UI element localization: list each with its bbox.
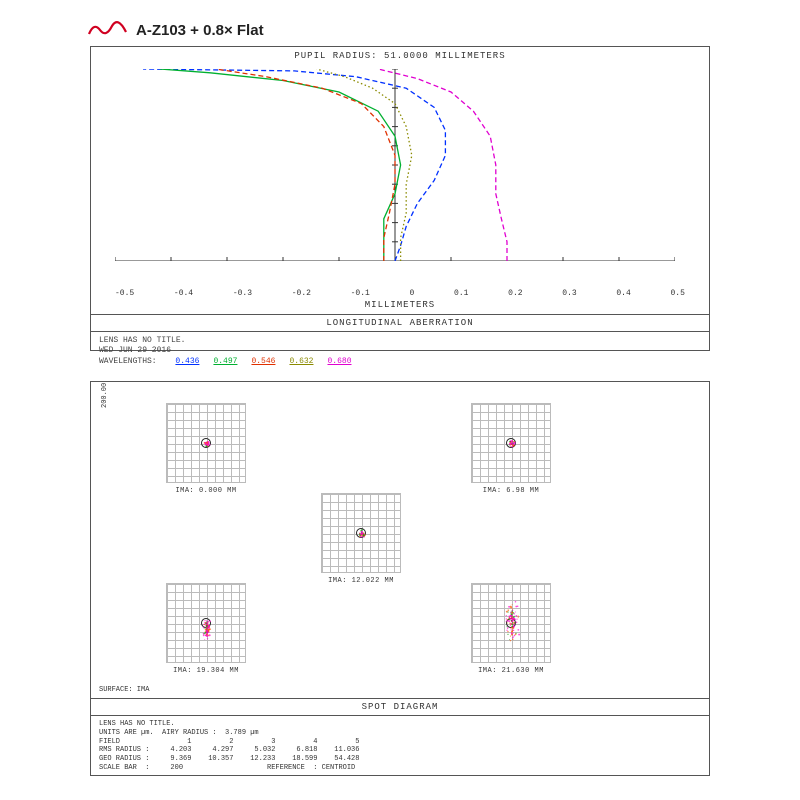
spot-label: IMA: 0.000 MM	[166, 487, 246, 495]
spot-area: 200.00 IMA: 0.000 MMIMA: 6.98 MMIMA: 12.…	[121, 388, 695, 688]
longitudinal-aberration-panel: PUPIL RADIUS: 51.0000 MILLIMETERS -0.5-0…	[90, 46, 710, 351]
info-line: WED JUN 29 2016	[99, 346, 701, 356]
wavelength-value: 0.632	[289, 357, 313, 366]
spot-cell: IMA: 21.630 MM	[471, 583, 551, 675]
spot-data-table: LENS HAS NO TITLE. UNITS ARE µm. AIRY RA…	[91, 716, 709, 777]
brand-logo-icon	[88, 20, 128, 40]
section-label: SPOT DIAGRAM	[91, 698, 709, 716]
chart-info: LENS HAS NO TITLE. WED JUN 29 2016 WAVEL…	[91, 332, 709, 371]
x-axis-label: MILLIMETERS	[91, 300, 709, 310]
chart-title: PUPIL RADIUS: 51.0000 MILLIMETERS	[91, 47, 709, 61]
scale-label: 200.00	[101, 383, 109, 408]
section-label: LONGITUDINAL ABERRATION	[91, 314, 709, 332]
spot-label: IMA: 21.630 MM	[471, 667, 551, 675]
spot-cell: IMA: 12.022 MM	[321, 493, 401, 585]
spot-label: IMA: 12.022 MM	[321, 577, 401, 585]
x-tick-labels: -0.5-0.4-0.3-0.2-0.100.10.20.30.40.5	[115, 289, 685, 298]
spot-diagram-panel: 200.00 IMA: 0.000 MM IMA: 6.98 MM IMA: 12.…	[90, 381, 710, 776]
spot-label: IMA: 6.98 MM	[471, 487, 551, 495]
spot-cell: IMA: 19.304 MM	[166, 583, 246, 675]
aberration-svg	[115, 69, 675, 261]
wavelength-value: 0.546	[251, 357, 275, 366]
aberration-chart	[115, 69, 685, 289]
wavelength-value: 0.497	[213, 357, 237, 366]
wavelength-value: 0.436	[175, 357, 199, 366]
spot-label: IMA: 19.304 MM	[166, 667, 246, 675]
wavelength-value: 0.680	[327, 357, 351, 366]
info-line: LENS HAS NO TITLE.	[99, 336, 701, 346]
spot-cell: IMA: 0.000 MM	[166, 403, 246, 495]
header: A-Z103 + 0.8× Flat	[88, 20, 710, 40]
wavelength-legend: WAVELENGTHS: 0.4360.4970.5460.6320.680	[99, 357, 701, 367]
page-title: A-Z103 + 0.8× Flat	[136, 22, 264, 39]
spot-cell: IMA: 6.98 MM	[471, 403, 551, 495]
